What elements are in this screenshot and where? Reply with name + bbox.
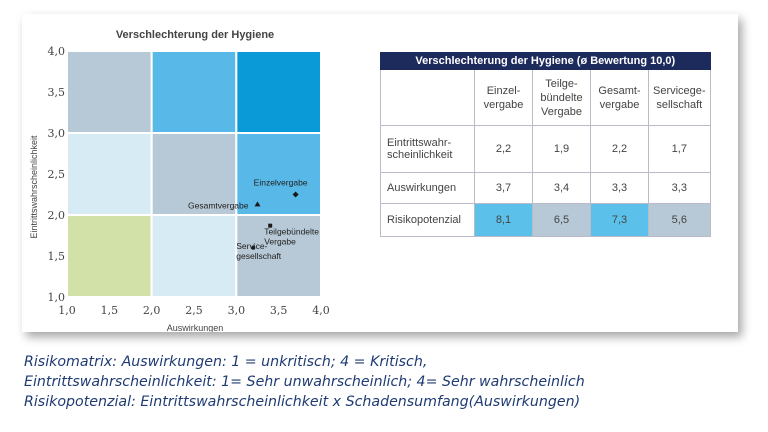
- x-tick-label: 3,5: [270, 304, 288, 317]
- y-tick-label: 3,5: [48, 86, 66, 99]
- y-tick-label: 2,0: [48, 209, 66, 222]
- matrix-cell: [66, 50, 153, 134]
- x-tick-label: 3,0: [228, 304, 246, 317]
- table-cell: 3,7: [474, 172, 533, 204]
- col-header: Gesamt-vergabe: [590, 69, 649, 126]
- risk-matrix-chart: Verschlechterung der Hygiene 1,0 1,5 2,0 2,…: [29, 29, 330, 332]
- row-label: Eintrittswahr-scheinlichkeit: [380, 125, 475, 173]
- risk-cell: 8,1: [474, 203, 533, 237]
- risk-cell: 7,3: [590, 203, 649, 237]
- point-label: Gesamtvergabe: [188, 200, 249, 210]
- point-marker: [251, 245, 256, 250]
- point-marker: [268, 223, 273, 228]
- x-tick-label: 1,0: [58, 304, 76, 317]
- point-label: Service-gesellschaft: [236, 241, 282, 261]
- x-tick-label: 2,5: [185, 304, 203, 317]
- table-cell: 1,9: [532, 125, 591, 173]
- table-cell: 2,2: [590, 125, 649, 173]
- x-tick-label: 1,5: [101, 304, 119, 317]
- risk-cell: 5,6: [648, 203, 711, 237]
- y-tick-label: 2,5: [48, 168, 66, 181]
- table-cell: 3,3: [590, 172, 649, 204]
- point-marker: [254, 201, 261, 207]
- point-label: Einzelvergabe: [254, 178, 308, 188]
- table-corner: [380, 69, 475, 126]
- caption-line: Risikopotenzial: Eintrittswahrscheinlich…: [24, 394, 581, 410]
- risk-cell: 6,5: [532, 203, 591, 237]
- table-cell: 2,2: [474, 125, 533, 173]
- table-cell: 1,7: [648, 125, 711, 173]
- x-tick-label: 4,0: [312, 304, 330, 317]
- table-cell: 3,3: [648, 172, 711, 204]
- risk-table: Verschlechterung der Hygiene (ø Bewertun…: [380, 52, 711, 237]
- matrix-cell: [66, 214, 153, 298]
- row-label: Risikopotenzial: [380, 203, 475, 237]
- matrix-cell: [150, 50, 238, 134]
- point-marker: [292, 191, 299, 198]
- x-tick-label: 2,0: [143, 304, 161, 317]
- x-axis-label: Auswirkungen: [167, 323, 224, 332]
- y-axis-label: Eintrittswahrscheinlichkeit: [29, 135, 39, 239]
- point-label: Teilgebündelte Vergabe: [264, 227, 319, 247]
- table-title: Verschlechterung der Hygiene (ø Bewertun…: [380, 52, 711, 70]
- caption-line: Risikomatrix: Auswirkungen: 1 = unkritis…: [24, 354, 428, 370]
- y-tick-label: 1,0: [48, 291, 66, 304]
- col-header: Teilge-bündelte Vergabe: [532, 69, 591, 126]
- col-header: Einzel-vergabe: [474, 69, 533, 126]
- caption: Risikomatrix: Auswirkungen: 1 = unkritis…: [24, 352, 585, 412]
- y-tick-label: 1,5: [48, 250, 66, 263]
- matrix-cell: [66, 132, 153, 216]
- chart-title: Verschlechterung der Hygiene: [116, 29, 274, 41]
- table-cell: 3,4: [532, 172, 591, 204]
- matrix-cell: [235, 50, 322, 134]
- y-tick-label: 3,0: [48, 127, 66, 140]
- y-tick-label: 4,0: [48, 45, 66, 58]
- matrix-cell: [235, 132, 322, 216]
- caption-line: Eintrittswahrscheinlichkeit: 1= Sehr unw…: [24, 374, 585, 390]
- col-header: Servicege-sellschaft: [648, 69, 711, 126]
- row-label: Auswirkungen: [380, 172, 475, 204]
- matrix-cell: [235, 214, 322, 298]
- matrix-cell: [150, 214, 238, 298]
